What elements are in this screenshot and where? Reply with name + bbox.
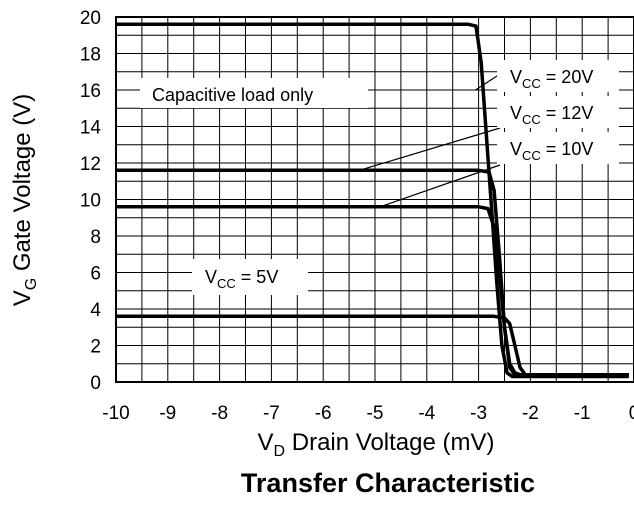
callout-line [359,127,501,171]
y-tick-label: 6 [90,264,101,285]
series-line-4 [116,314,629,377]
y-tick-label: 20 [80,8,101,29]
x-tick-label: -4 [418,403,435,424]
y-axis-label: VG Gate Voltage (V) [9,94,40,307]
chart-title: Transfer Characteristic [241,468,535,498]
y-tick-label: 2 [90,337,101,358]
x-axis-label: VD Drain Voltage (mV) [258,429,495,460]
vcc20-box [497,60,619,92]
x-tick-label: 0 [629,403,634,424]
y-tick-label: 8 [90,227,101,248]
x-tick-label: -9 [159,403,176,424]
grid [116,17,634,382]
load-note-box [140,78,368,108]
x-tick-label: -10 [102,403,129,424]
x-tick-label: -1 [574,403,591,424]
vcc20-label: VCC = 20V [510,67,593,91]
plot-frame [115,16,634,383]
vcc10-box [497,132,619,164]
y-tick-label: 16 [80,81,101,102]
callout-line [475,73,501,91]
y-tick-label: 12 [80,154,101,175]
series-group [116,22,629,379]
x-tick-label: -5 [367,403,384,424]
vcc5-box [192,259,308,295]
vcc10-label: VCC = 10V [510,139,593,163]
x-tick-label: -3 [470,403,487,424]
y-tick-label: 4 [90,300,101,321]
y-tick-label: 18 [80,45,101,66]
y-tick-label: 10 [80,191,101,212]
vcc12-box [497,96,619,128]
x-tick-label: -7 [263,403,280,424]
y-tick-labels: 0 2 4 6 8 10 12 14 16 18 20 [80,8,102,394]
y-tick-label: 14 [80,118,102,139]
vcc5-label: VCC = 5V [205,267,278,291]
series-line-1 [116,22,629,379]
series-line-3 [116,205,629,377]
x-tick-labels: -10-9-8-7-6-5-4-3-2-10 [102,403,634,424]
x-tick-label: -8 [211,403,228,424]
x-tick-label: -6 [315,403,332,424]
load-note-label: Capacitive load only [152,85,313,105]
y-tick-label: 0 [90,373,101,394]
x-tick-label: -2 [522,403,539,424]
vcc12-label: VCC = 12V [510,103,593,127]
